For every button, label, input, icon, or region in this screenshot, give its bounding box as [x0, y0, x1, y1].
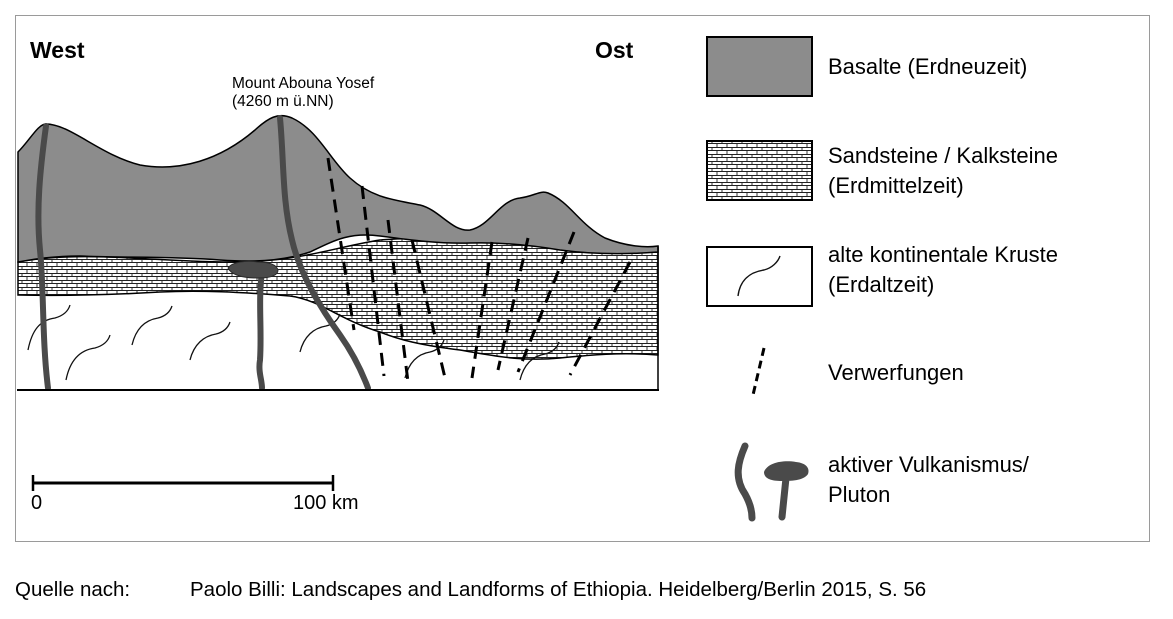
basalt-layer — [17, 114, 659, 263]
volcanic-dikes — [35, 115, 371, 391]
legend-label-sandstone: Sandsteine / Kalksteine (Erdmittelzeit) — [828, 143, 1058, 198]
legend-swatch-sandstone — [706, 140, 813, 201]
legend-label-faults: Verwerfungen — [828, 360, 964, 385]
legend-dike-symbol — [734, 442, 756, 522]
fault-line — [470, 241, 494, 379]
peak-label: Mount Abouna Yosef (4260 m ü.NN) — [232, 75, 374, 111]
legend-pluton-head — [764, 461, 809, 481]
legend-fault-symbol — [751, 347, 766, 396]
source-text: Paolo Billi: Landscapes and Landforms of… — [190, 578, 927, 601]
peak-name: Mount Abouna Yosef — [232, 75, 375, 92]
fault-line — [326, 157, 356, 331]
fault-line — [410, 239, 448, 383]
scale-start-label: 0 — [31, 492, 43, 514]
fault-lines — [326, 157, 632, 383]
fault-line — [516, 231, 576, 373]
peak-height: (4260 m ü.NN) — [232, 93, 334, 110]
pluton-head — [227, 260, 279, 279]
dike-summit — [277, 115, 371, 391]
legend-crust-squiggle — [737, 255, 781, 297]
fault-line — [360, 185, 386, 377]
label-east: Ost — [595, 37, 634, 63]
fault-line — [496, 237, 530, 371]
legend-swatch-basalt — [706, 36, 813, 97]
source-label: Quelle nach: — [15, 578, 131, 601]
label-west: West — [30, 37, 85, 63]
legend-swatch-crust — [706, 246, 813, 307]
pluton-stem — [256, 269, 265, 391]
scale-bar — [31, 475, 335, 491]
legend-label-crust: alte kontinentale Kruste (Erdaltzeit) — [828, 242, 1058, 297]
diagram-frame — [15, 15, 1150, 542]
legend-label-basalt: Basalte (Erdneuzeit) — [828, 54, 1028, 79]
dike-west — [35, 123, 51, 391]
scale-end-label: 100 km — [293, 492, 359, 514]
fault-line — [386, 219, 410, 383]
legend-pluton-stem — [778, 474, 790, 521]
fault-line — [568, 261, 632, 376]
legend-label-volcanism: aktiver Vulkanismus/ Pluton — [828, 452, 1029, 507]
crust-texture — [27, 304, 560, 381]
